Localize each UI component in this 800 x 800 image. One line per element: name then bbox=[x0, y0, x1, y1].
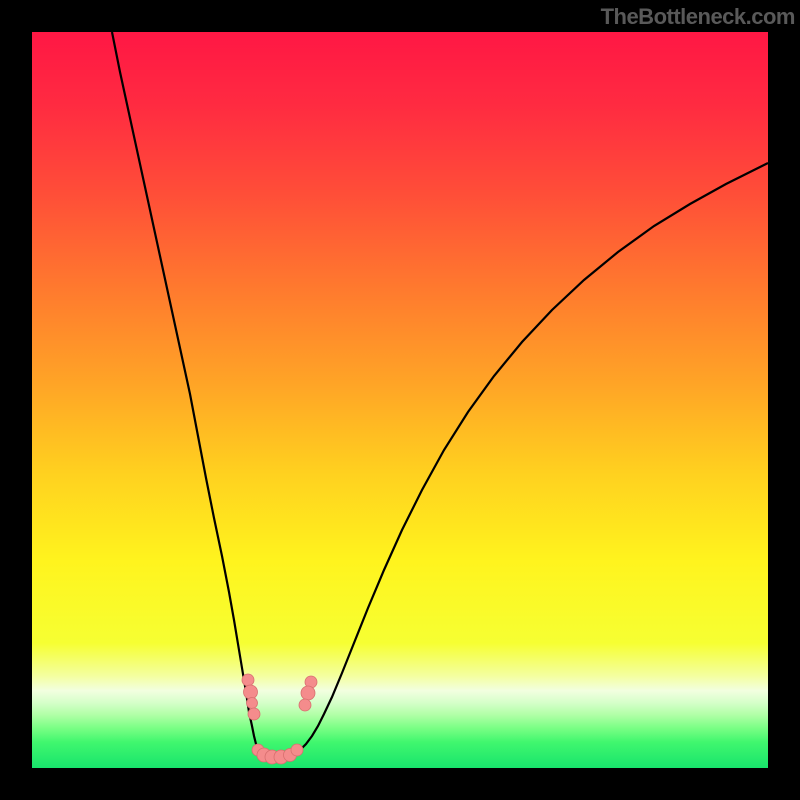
scatter-marker bbox=[244, 685, 258, 699]
scatter-marker bbox=[299, 699, 311, 711]
chart-frame: TheBottleneck.com bbox=[0, 0, 800, 800]
gradient-background bbox=[32, 32, 768, 768]
plot-area bbox=[32, 32, 768, 768]
scatter-marker bbox=[242, 674, 254, 686]
watermark-text: TheBottleneck.com bbox=[601, 4, 795, 30]
scatter-marker bbox=[301, 686, 315, 700]
scatter-marker bbox=[248, 708, 260, 720]
scatter-marker bbox=[291, 744, 303, 756]
scatter-marker bbox=[247, 698, 258, 709]
